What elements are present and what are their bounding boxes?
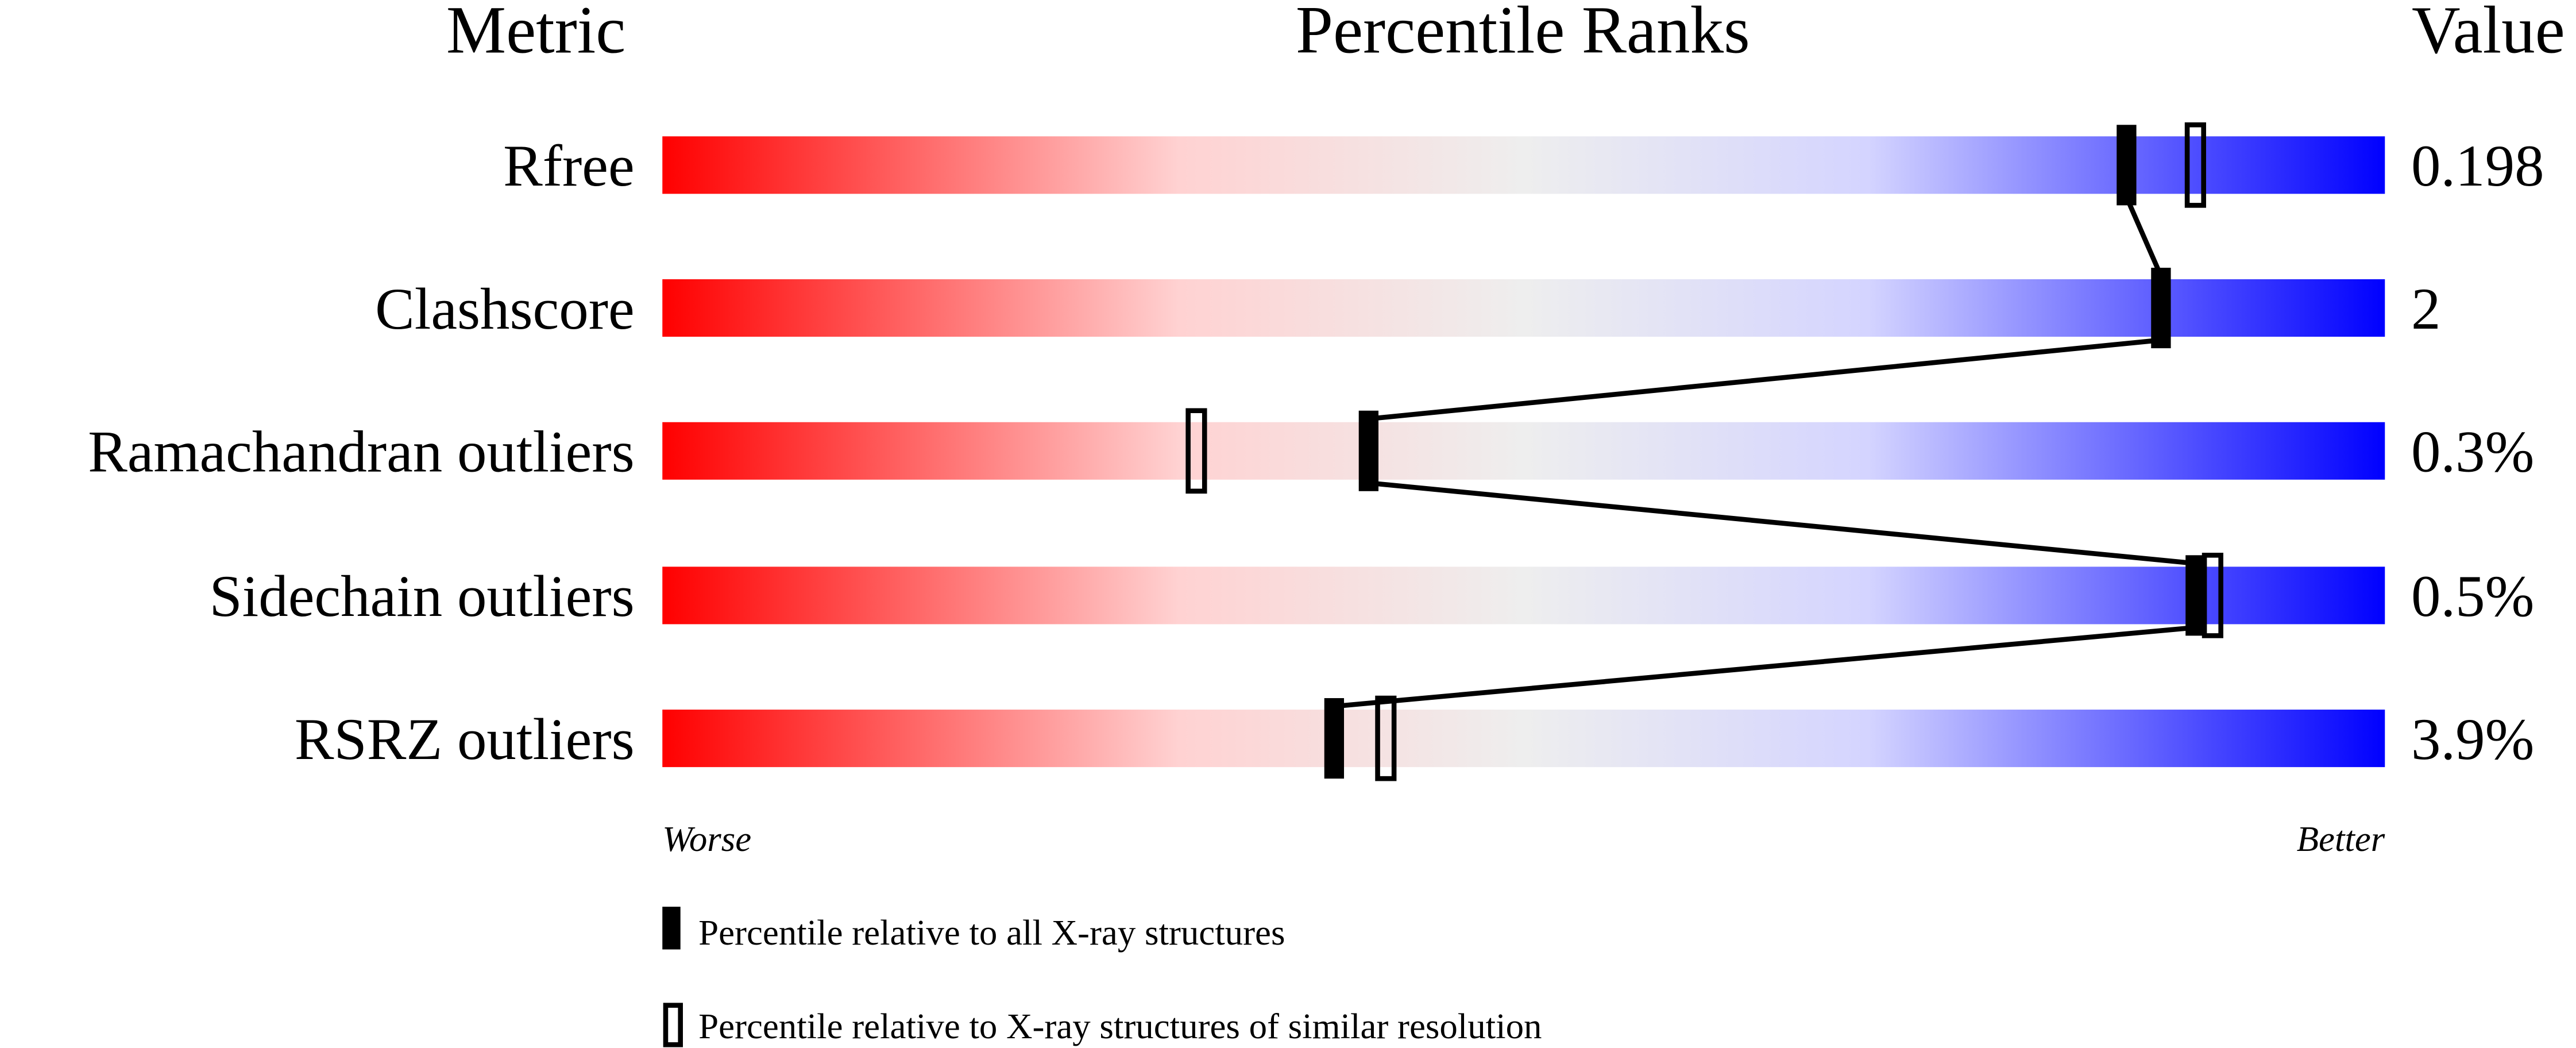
percentile-link-line [1368, 480, 2196, 566]
percentile-link-line [1368, 337, 2161, 422]
metric-value: 0.198 [2411, 133, 2544, 199]
metric-label: Clashscore [375, 276, 635, 342]
marker-similar-resolution [1185, 408, 1207, 494]
legend-label-similar: Percentile relative to X-ray structures … [698, 1006, 1542, 1046]
metric-value: 2 [2411, 276, 2440, 342]
percentile-bar [662, 279, 2385, 337]
marker-all-structures [2151, 268, 2171, 349]
header-metric: Metric [446, 0, 625, 67]
metric-label: Sidechain outliers [209, 564, 634, 629]
metric-value: 0.5% [2411, 564, 2534, 629]
metric-value: 3.9% [2411, 707, 2534, 772]
header-value: Value [2412, 0, 2565, 67]
axis-better-label: Better [2297, 819, 2385, 859]
metric-label: RSRZ outliers [295, 707, 635, 772]
marker-similar-resolution [2184, 122, 2206, 208]
metric-label: Rfree [503, 133, 635, 199]
percentile-bar [662, 710, 2385, 768]
percentile-bar [662, 567, 2385, 625]
marker-similar-resolution [1375, 695, 1397, 781]
marker-all-structures [2117, 125, 2137, 206]
legend-filled-marker [662, 907, 681, 950]
percentile-bar [662, 422, 2385, 480]
legend-hollow-marker [663, 1003, 683, 1047]
marker-all-structures [1324, 698, 1345, 779]
marker-all-structures [1358, 410, 1378, 491]
axis-worse-label: Worse [662, 819, 751, 859]
percentile-bar [662, 136, 2385, 194]
marker-all-structures [2185, 555, 2206, 636]
metric-label: Ramachandran outliers [88, 419, 635, 485]
legend-label-all: Percentile relative to all X-ray structu… [698, 912, 1285, 953]
percentile-link-line [2124, 196, 2164, 278]
percentile-link-line [1334, 625, 2196, 709]
header-percentile: Percentile Ranks [1296, 0, 1750, 67]
metric-value: 0.3% [2411, 419, 2534, 485]
